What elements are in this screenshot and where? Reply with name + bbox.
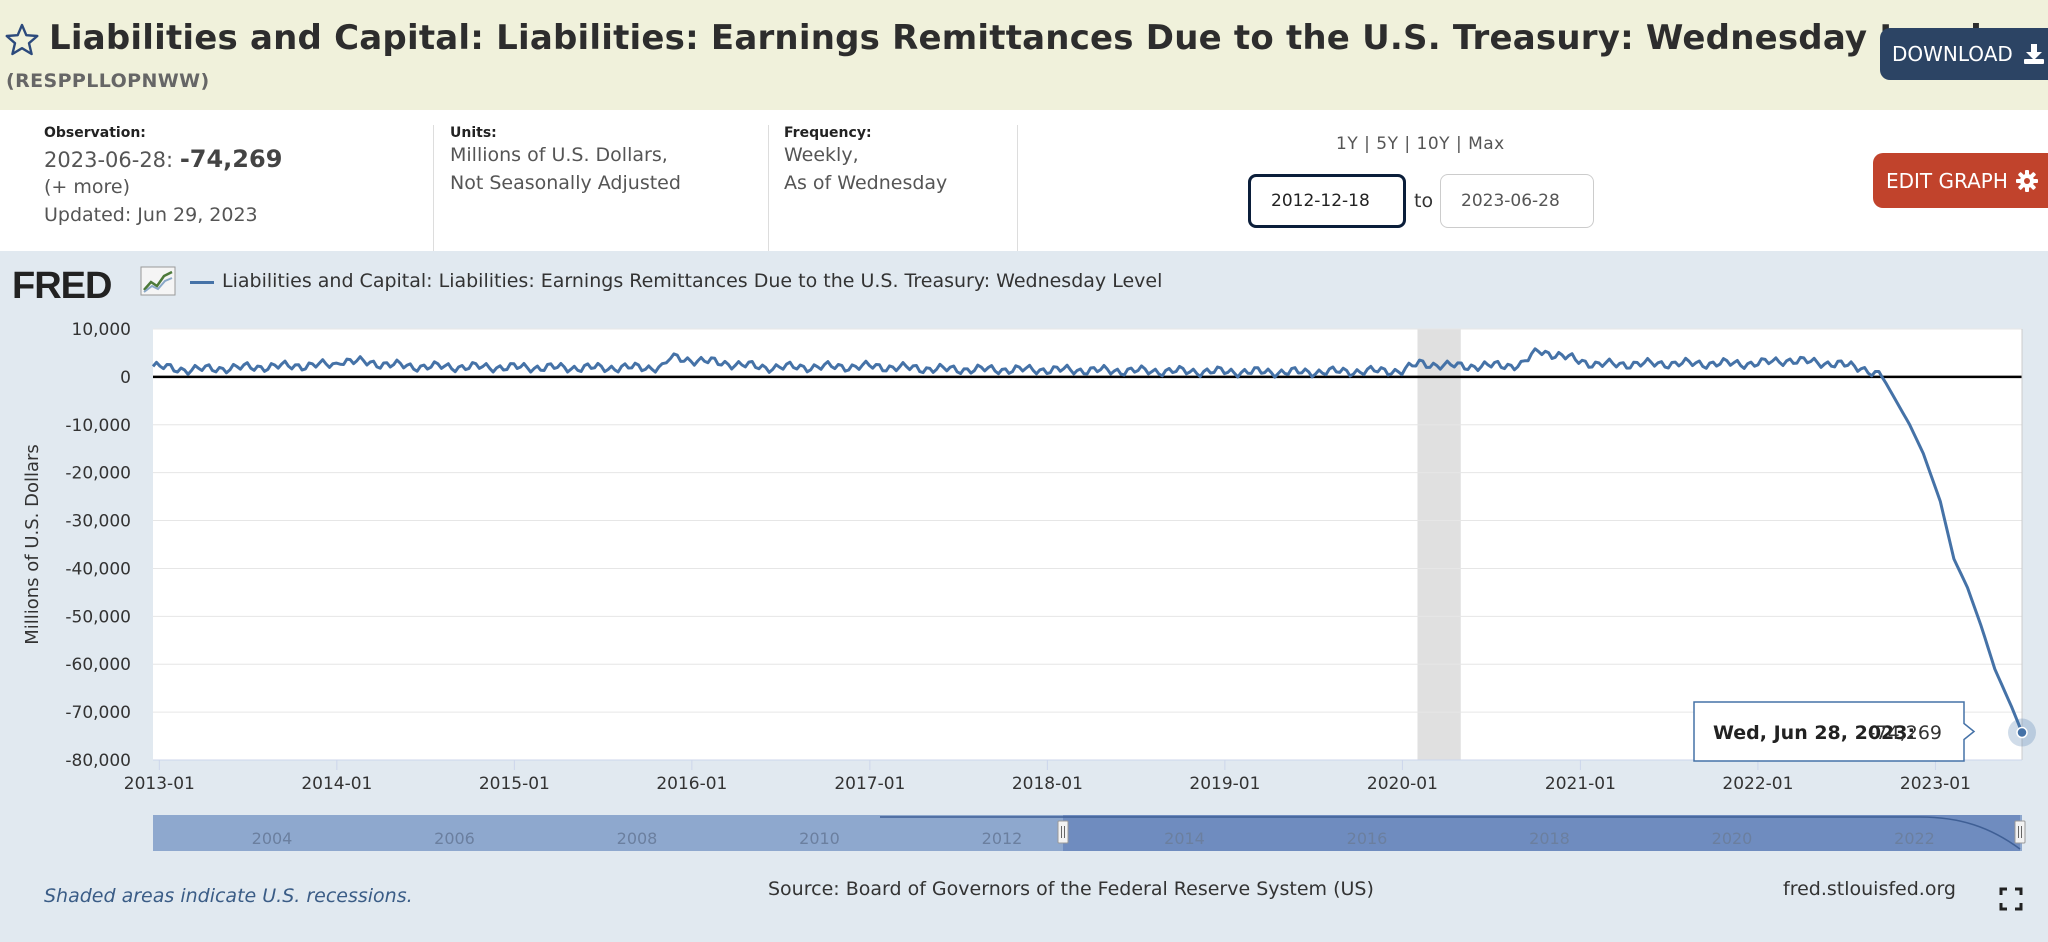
range-10y-link[interactable]: 10Y xyxy=(1416,134,1451,154)
navigator-year-label: 2014 xyxy=(1164,829,1205,848)
y-tick-label: -40,000 xyxy=(65,559,131,579)
navigator-year-label: 2012 xyxy=(982,829,1023,848)
site-url[interactable]: fred.stlouisfed.org xyxy=(1783,878,1956,900)
navigator-year-label: 2020 xyxy=(1712,829,1753,848)
units-line-2: Not Seasonally Adjusted xyxy=(450,172,681,194)
observation-label: Observation: xyxy=(44,125,146,141)
observation-line: 2023-06-28: -74,269 xyxy=(44,145,282,173)
y-tick-label: -30,000 xyxy=(65,512,131,532)
observation-value: -74,269 xyxy=(179,145,283,173)
star-outline-icon[interactable] xyxy=(4,22,40,58)
x-tick-label: 2016-01 xyxy=(656,774,727,794)
tooltip-date: Wed, Jun 28, 2023: xyxy=(1713,722,1915,744)
y-tick-label: -60,000 xyxy=(65,655,131,675)
range-separator: | xyxy=(1404,134,1411,154)
navigator-year-label: 2010 xyxy=(799,829,840,848)
download-button[interactable]: DOWNLOAD xyxy=(1880,28,2048,80)
navigator-year-label: 2022 xyxy=(1894,829,1935,848)
y-tick-label: -70,000 xyxy=(65,703,131,723)
fred-chart-logo-icon xyxy=(140,266,176,296)
frequency-block: Frequency: Weekly, As of Wednesday xyxy=(784,125,947,197)
navigator-year-label: 2008 xyxy=(617,829,658,848)
y-tick-label: -50,000 xyxy=(65,607,131,627)
y-axis-title: Millions of U.S. Dollars xyxy=(22,444,43,645)
x-tick-label: 2022-01 xyxy=(1722,774,1793,794)
x-tick-label: 2014-01 xyxy=(301,774,372,794)
edit-graph-button[interactable]: EDIT GRAPH xyxy=(1873,153,2048,208)
title-bar: Liabilities and Capital: Liabilities: Ea… xyxy=(0,0,2048,110)
y-tick-label: -10,000 xyxy=(65,416,131,436)
frequency-line-2: As of Wednesday xyxy=(784,172,948,194)
navigator-year-label: 2016 xyxy=(1347,829,1388,848)
x-tick-label: 2020-01 xyxy=(1367,774,1438,794)
tooltip-box xyxy=(1693,701,1976,762)
navigator-year-label: 2006 xyxy=(434,829,475,848)
x-tick-label: 2023-01 xyxy=(1900,774,1971,794)
observation-block: Observation: 2023-06-28: -74,269 (+ more… xyxy=(44,125,282,229)
navigator-handle[interactable] xyxy=(2014,820,2026,844)
range-separator: | xyxy=(1455,134,1463,154)
observation-date: 2023-06-28: xyxy=(44,148,174,172)
more-observations-link[interactable]: (+ more) xyxy=(44,176,131,198)
legend-swatch xyxy=(190,281,214,284)
chart-legend: Liabilities and Capital: Liabilities: Ea… xyxy=(222,270,1163,292)
updated-date: Updated: Jun 29, 2023 xyxy=(44,204,258,226)
x-tick-label: 2015-01 xyxy=(479,774,550,794)
series-title: Liabilities and Capital: Liabilities: Ea… xyxy=(49,18,1982,58)
download-label: DOWNLOAD xyxy=(1892,42,2013,66)
navigator-year-label: 2018 xyxy=(1529,829,1570,848)
y-tick-label: -80,000 xyxy=(65,751,131,771)
navigator-selection[interactable] xyxy=(1063,815,2020,851)
y-tick-label: -20,000 xyxy=(65,464,131,484)
series-meta: Observation: 2023-06-28: -74,269 (+ more… xyxy=(0,110,2048,251)
fullscreen-icon[interactable] xyxy=(1999,887,2023,911)
graph-panel: FRED Liabilities and Capital: Liabilitie… xyxy=(0,251,2048,942)
edit-graph-label: EDIT GRAPH xyxy=(1886,168,2008,193)
x-tick-label: 2018-01 xyxy=(1012,774,1083,794)
units-label: Units: xyxy=(450,125,497,141)
series-id: (RESPPLLOPNWW) xyxy=(6,70,210,92)
divider xyxy=(1017,125,1018,251)
y-tick-label: 10,000 xyxy=(72,320,131,340)
gear-icon xyxy=(2015,169,2038,192)
x-tick-label: 2013-01 xyxy=(124,774,195,794)
frequency-line-1: Weekly, xyxy=(784,144,859,166)
fred-logo[interactable]: FRED xyxy=(12,265,112,307)
download-icon xyxy=(2023,44,2044,64)
range-max-link[interactable]: Max xyxy=(1468,134,1505,154)
divider xyxy=(433,125,434,251)
data-point-marker[interactable] xyxy=(2016,726,2028,739)
units-line-1: Millions of U.S. Dollars, xyxy=(450,144,668,166)
navigator-year-label: 2004 xyxy=(252,829,293,848)
range-5y-link[interactable]: 5Y xyxy=(1376,134,1399,154)
recession-note: Shaded areas indicate U.S. recessions. xyxy=(44,885,413,907)
range-1y-link[interactable]: 1Y xyxy=(1336,134,1359,154)
navigator-series xyxy=(880,816,2021,850)
x-tick-label: 2017-01 xyxy=(834,774,905,794)
frequency-label: Frequency: xyxy=(784,125,872,141)
to-label: to xyxy=(1414,190,1434,212)
x-tick-label: 2021-01 xyxy=(1545,774,1616,794)
data-series-line[interactable] xyxy=(151,347,2024,734)
line-chart[interactable]: 10,000 0 -10,000 -20,000 -30,000 -40,000 -50,0… xyxy=(0,251,2048,871)
source-note[interactable]: Source: Board of Governors of the Federa… xyxy=(768,878,1374,900)
quick-range-selector: 1Y | 5Y | 10Y | Max xyxy=(1336,134,1505,154)
tooltip-value: -74,269 xyxy=(1869,722,1942,744)
divider xyxy=(768,125,769,251)
y-tick-label: 0 xyxy=(120,368,131,388)
plot-background xyxy=(153,329,2022,760)
navigator-handle[interactable] xyxy=(1057,820,1069,844)
recession-band xyxy=(1417,329,1461,760)
start-date-input[interactable] xyxy=(1248,174,1406,228)
range-separator: | xyxy=(1364,134,1371,154)
units-block: Units: Millions of U.S. Dollars, Not Sea… xyxy=(450,125,681,197)
x-tick-label: 2019-01 xyxy=(1189,774,1260,794)
end-date-input[interactable] xyxy=(1440,174,1594,228)
